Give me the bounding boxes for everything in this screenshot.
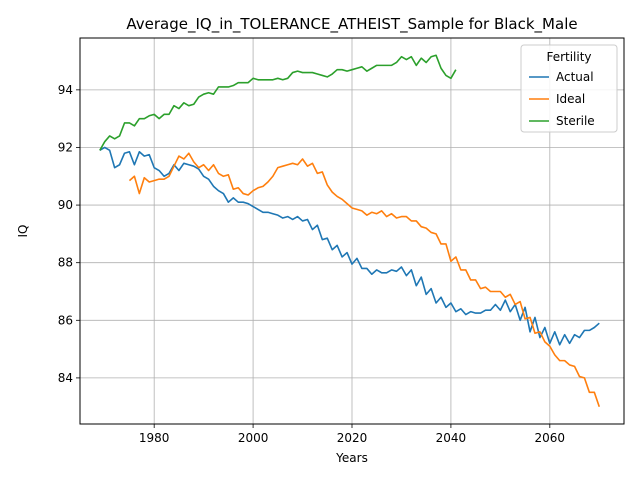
series-line-ideal — [128, 152, 601, 407]
y-tick-label: 94 — [58, 83, 73, 97]
chart-title: Average_IQ_in_TOLERANCE_ATHEIST_Sample f… — [126, 15, 577, 34]
x-axis-ticks: 1980 2000 2020 2040 2060 — [139, 424, 565, 445]
legend-label-sterile: Sterile — [556, 114, 595, 128]
grid — [80, 38, 624, 424]
y-tick-label: 84 — [58, 371, 73, 385]
x-tick-label: 1980 — [139, 431, 170, 445]
legend-items: Actual Ideal Sterile — [529, 70, 595, 128]
y-axis-ticks: 84 86 88 90 92 94 — [58, 83, 80, 385]
legend-box — [520, 44, 618, 133]
series-line-sterile — [99, 54, 457, 151]
series-lines — [99, 54, 601, 407]
legend-label-actual: Actual — [556, 70, 594, 84]
x-tick-label: 2000 — [238, 431, 269, 445]
y-axis-label: IQ — [16, 225, 30, 238]
x-tick-label: 2020 — [337, 431, 368, 445]
x-tick-label: 2040 — [436, 431, 467, 445]
x-axis-label: Years — [335, 451, 368, 465]
series-line-actual — [99, 146, 600, 346]
x-tick-label: 2060 — [535, 431, 566, 445]
y-tick-label: 90 — [58, 198, 73, 212]
y-tick-label: 88 — [58, 256, 73, 270]
legend: Fertility Actual Ideal Sterile — [520, 44, 618, 133]
legend-label-ideal: Ideal — [556, 92, 585, 106]
y-tick-label: 86 — [58, 313, 73, 327]
y-tick-label: 92 — [58, 140, 73, 154]
legend-title: Fertility — [546, 50, 591, 64]
